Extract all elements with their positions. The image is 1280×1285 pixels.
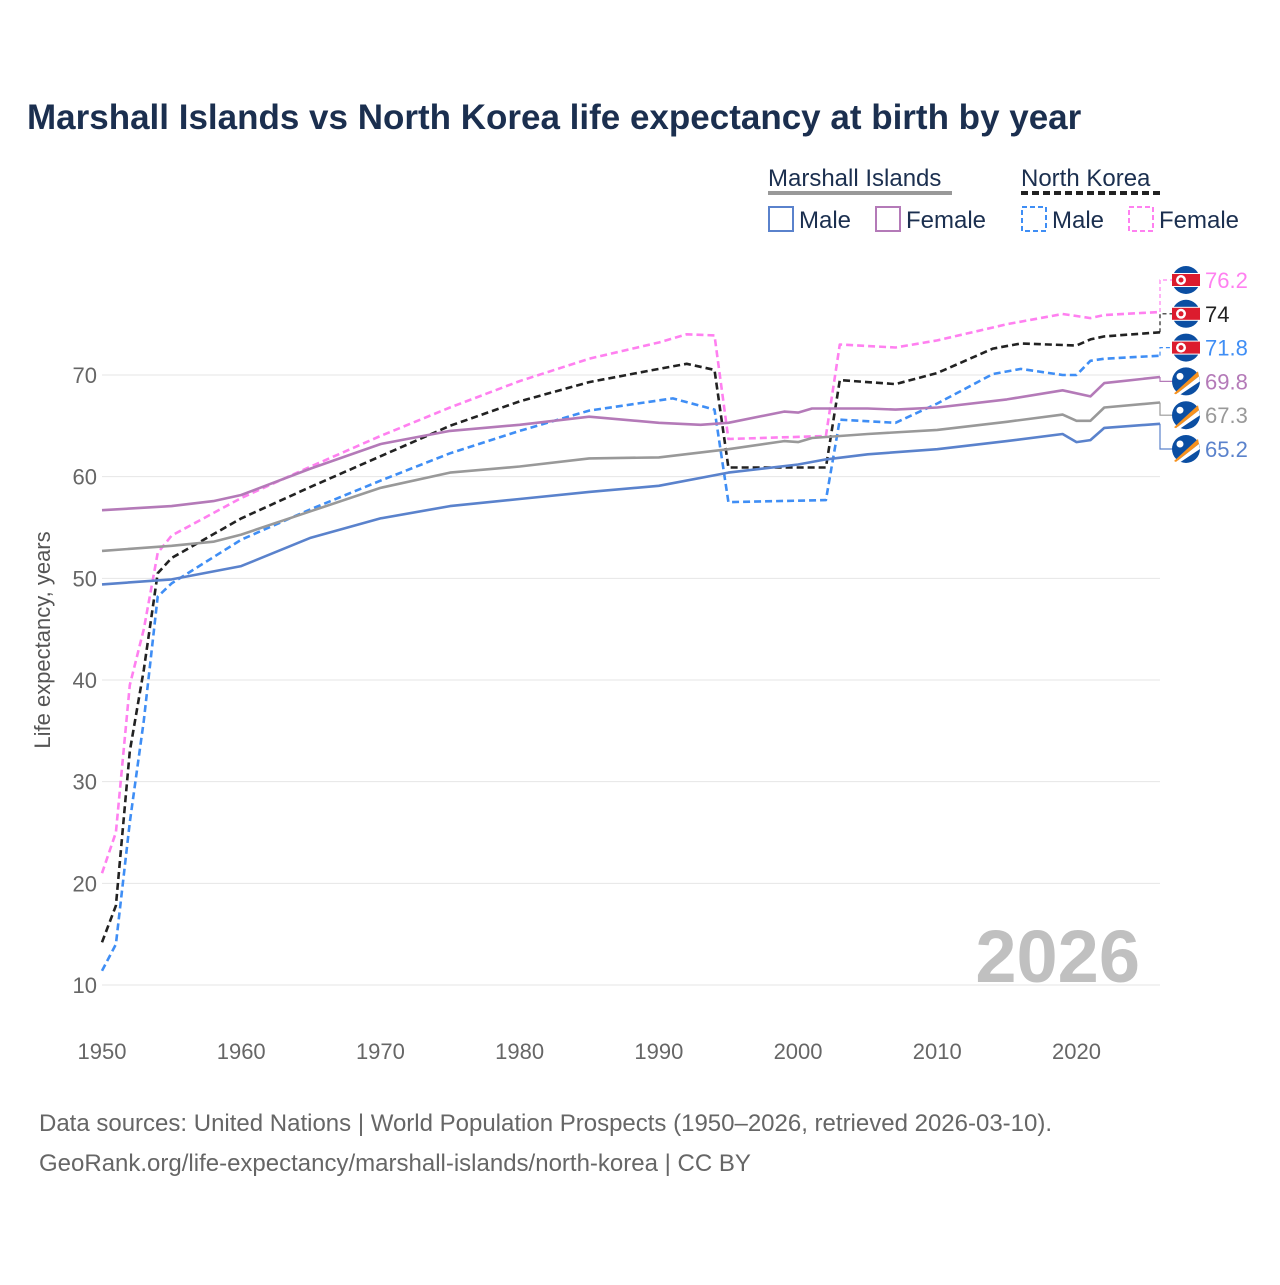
legend-group-north-korea: North Korea [1021,165,1151,192]
flag-white-stripe [1176,444,1200,463]
legend-group-marshall-islands: Marshall Islands [768,165,941,192]
legend-label-nk-male: Male [1052,207,1104,234]
x-tick-label: 2010 [913,1039,962,1064]
legend-swatch-mi-female [875,206,901,232]
flag-orange-stripe [1174,371,1199,395]
year-watermark: 2026 [975,915,1140,998]
legend-swatch-mi-male [768,206,794,232]
end-label-connector [1159,377,1172,382]
footer-url[interactable]: GeoRank.org/life-expectancy/marshall-isl… [39,1150,751,1177]
flag-orange-stripe [1174,439,1199,462]
legend-swatch-nk-male [1021,206,1047,232]
end-label-value: 65.2 [1205,437,1248,462]
series-line-marshall-islands [101,401,1161,553]
grid [102,374,1160,986]
north-korea-flag-icon [1172,299,1200,328]
flag-star [1176,406,1184,414]
x-tick-label: 1960 [217,1039,266,1064]
series-line-marshall-islands-male [101,422,1161,586]
marshall-islands-flag-icon [1172,401,1200,430]
end-labels: 76.2 74 71.8 69.8 67.3 65.2 [1159,266,1248,463]
flag-star [1176,372,1184,380]
end-label-connector [1159,402,1172,416]
flag-white-stripe [1176,410,1200,430]
series-line-marshall-islands-female [101,375,1161,512]
marshall-islands-flag-icon [1172,367,1200,396]
series-line-north-korea-male [100,354,1161,972]
y-axis-label: Life expectancy, years [30,531,55,748]
flag-star [1176,440,1184,448]
end-label-connector [1159,313,1172,333]
flag-orange-stripe [1174,405,1199,429]
y-tick-label: 50 [73,566,97,591]
end-label-connector [1159,347,1172,356]
marshall-islands-flag-icon [1172,435,1200,463]
end-label-value: 76.2 [1205,268,1248,293]
legend-label-mi-male: Male [799,207,851,234]
end-label-connector [1159,423,1172,450]
x-tick-label: 1990 [634,1039,683,1064]
x-tick-label: 2000 [774,1039,823,1064]
y-tick-label: 10 [73,973,97,998]
end-label-value: 69.8 [1205,369,1248,394]
legend-label-mi-female: Female [906,207,986,234]
y-axis-ticks: 10 20 30 40 50 60 70 [73,363,97,998]
y-tick-label: 40 [73,668,97,693]
north-korea-flag-icon [1172,333,1200,362]
footer-source: Data sources: United Nations | World Pop… [39,1110,1052,1137]
flag-star [1178,277,1184,283]
legend-label-nk-female: Female [1159,207,1239,234]
x-tick-label: 1970 [356,1039,405,1064]
north-korea-flag-icon [1172,266,1200,294]
flag-star [1178,345,1184,351]
series-line-north-korea [100,331,1161,943]
x-tick-label: 2020 [1052,1039,1101,1064]
chart-title: Marshall Islands vs North Korea life exp… [27,98,1082,137]
x-tick-label: 1950 [78,1039,127,1064]
y-tick-label: 70 [73,363,97,388]
end-label-value: 67.3 [1205,403,1248,428]
end-label-value: 74 [1205,302,1229,327]
y-tick-label: 20 [73,871,97,896]
end-label-connector [1159,279,1172,312]
legend: Marshall Islands North Korea Male Female… [768,165,1239,234]
y-tick-label: 30 [73,770,97,795]
series-line-north-korea-female [100,310,1161,874]
y-tick-label: 60 [73,465,97,490]
flag-star [1178,311,1184,317]
end-label-value: 71.8 [1205,336,1248,361]
x-axis-ticks: 1950 1960 1970 1980 1990 2000 2010 2020 [78,1039,1101,1064]
x-tick-label: 1980 [495,1039,544,1064]
flag-white-stripe [1176,376,1200,396]
legend-swatch-nk-female [1128,206,1154,232]
series-lines [100,310,1161,972]
